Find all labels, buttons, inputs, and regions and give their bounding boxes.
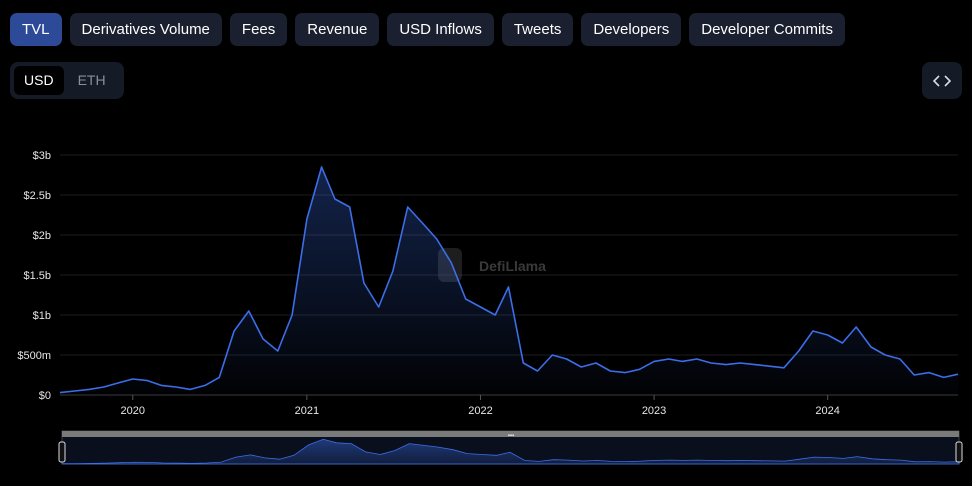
x-tick-label: 2024	[815, 405, 839, 417]
tab-derivatives-volume[interactable]: Derivatives Volume	[69, 13, 222, 46]
y-tick-label: $0	[39, 390, 51, 402]
tab-revenue[interactable]: Revenue	[295, 13, 380, 46]
y-tick-label: $1b	[33, 310, 51, 322]
x-tick-label: 2023	[642, 405, 666, 417]
tab-tvl[interactable]: TVL	[10, 13, 62, 46]
x-tick-label: 2021	[295, 405, 319, 417]
tab-developers[interactable]: Developers	[581, 13, 682, 46]
y-tick-label: $2.5b	[23, 190, 51, 202]
y-axis-ticks: $0 $500m $1b $1.5b $2b $2.5b $3b	[17, 150, 51, 402]
x-tick-label: 2020	[121, 405, 145, 417]
brush-handle-right[interactable]	[955, 441, 963, 463]
brush-mini-area	[61, 438, 960, 465]
x-tick-label: 2022	[468, 405, 492, 417]
date-range-brush[interactable]: ▪▪▪	[58, 430, 963, 465]
currency-usd-button[interactable]: USD	[14, 66, 64, 95]
tab-fees[interactable]: Fees	[229, 13, 288, 46]
brush-handle-left[interactable]	[58, 441, 66, 463]
y-tick-label: $1.5b	[23, 270, 51, 282]
y-tick-label: $2b	[33, 230, 51, 242]
currency-eth-button[interactable]: ETH	[77, 72, 106, 88]
currency-toggle: USD ETH	[10, 62, 124, 99]
tab-developer-commits[interactable]: Developer Commits	[689, 13, 845, 46]
y-tick-label: $500m	[17, 350, 51, 362]
tab-usd-inflows[interactable]: USD Inflows	[387, 13, 494, 46]
code-icon	[933, 74, 951, 87]
y-tick-label: $3b	[33, 150, 51, 162]
tvl-chart: $0$500m$1b$1.5b$2b$2.5b$3b 2020 2021 2022 2…	[17, 150, 963, 465]
x-axis-ticks: 2020 2021 2022 2023 2024	[121, 395, 840, 417]
watermark-text: DefiLlama	[479, 258, 546, 274]
tab-tweets[interactable]: Tweets	[501, 13, 574, 46]
brush-selection-bar[interactable]	[62, 431, 959, 437]
embed-code-button[interactable]	[922, 62, 962, 99]
tvl-area	[60, 167, 958, 395]
tvl-line	[59, 166, 959, 394]
brush-grip-icon: ▪▪▪	[508, 433, 514, 439]
metric-tabs: TVL Derivatives Volume Fees Revenue USD …	[10, 13, 845, 46]
